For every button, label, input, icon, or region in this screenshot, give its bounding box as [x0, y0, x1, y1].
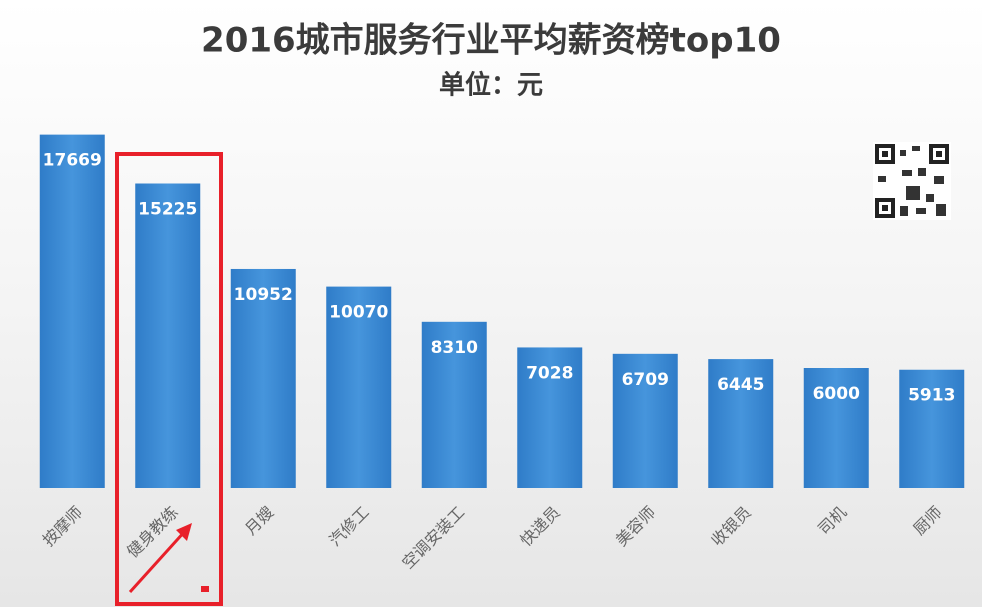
qr-code	[873, 142, 951, 220]
bar	[135, 183, 201, 488]
value-label: 5913	[908, 386, 955, 406]
value-label: 17669	[43, 151, 102, 171]
chart-subtitle: 单位：元	[439, 70, 543, 101]
highlight-arrow	[128, 528, 188, 594]
bar	[899, 369, 965, 488]
value-label: 8310	[431, 338, 478, 358]
value-label: 6000	[813, 384, 860, 404]
bar	[612, 353, 678, 488]
value-label: 15225	[138, 200, 197, 220]
value-label: 10070	[329, 303, 388, 323]
bar	[39, 134, 105, 488]
highlight-arrowhead	[176, 523, 192, 541]
bar	[517, 347, 583, 488]
bar	[421, 321, 487, 488]
value-label: 6445	[717, 375, 764, 395]
value-label: 10952	[234, 285, 293, 305]
value-label: 7028	[526, 363, 573, 383]
chart-title: 2016城市服务行业平均薪资榜top10	[201, 21, 781, 61]
highlight-dot	[201, 586, 209, 592]
bar	[708, 359, 774, 488]
highlight-box	[115, 152, 223, 606]
bar	[230, 268, 296, 488]
bar	[803, 368, 869, 488]
value-label: 6709	[622, 370, 669, 390]
bar	[326, 286, 392, 488]
